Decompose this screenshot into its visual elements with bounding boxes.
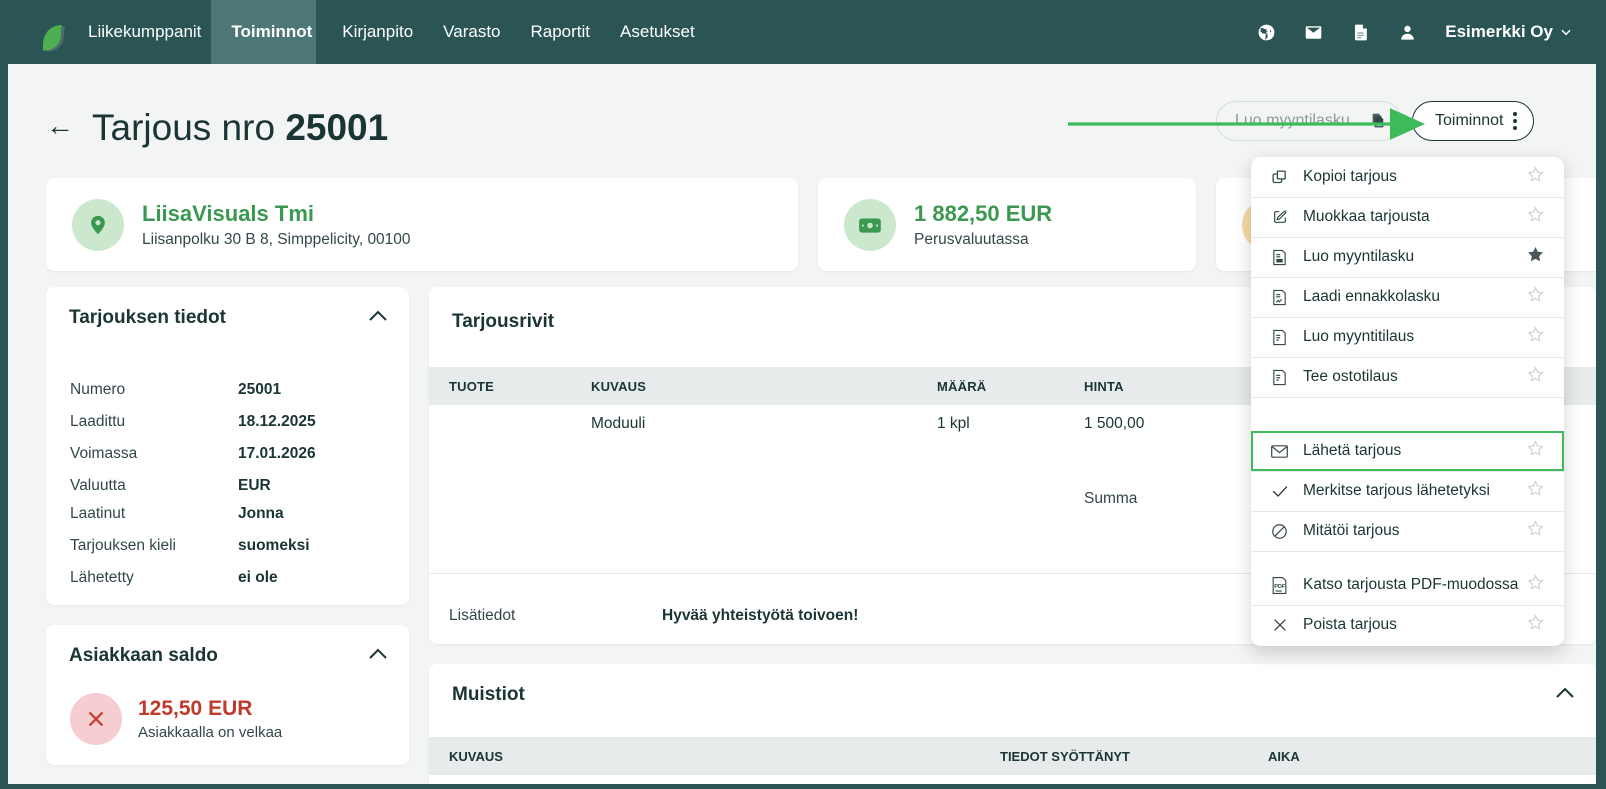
svg-text:PDF: PDF xyxy=(1274,583,1286,589)
